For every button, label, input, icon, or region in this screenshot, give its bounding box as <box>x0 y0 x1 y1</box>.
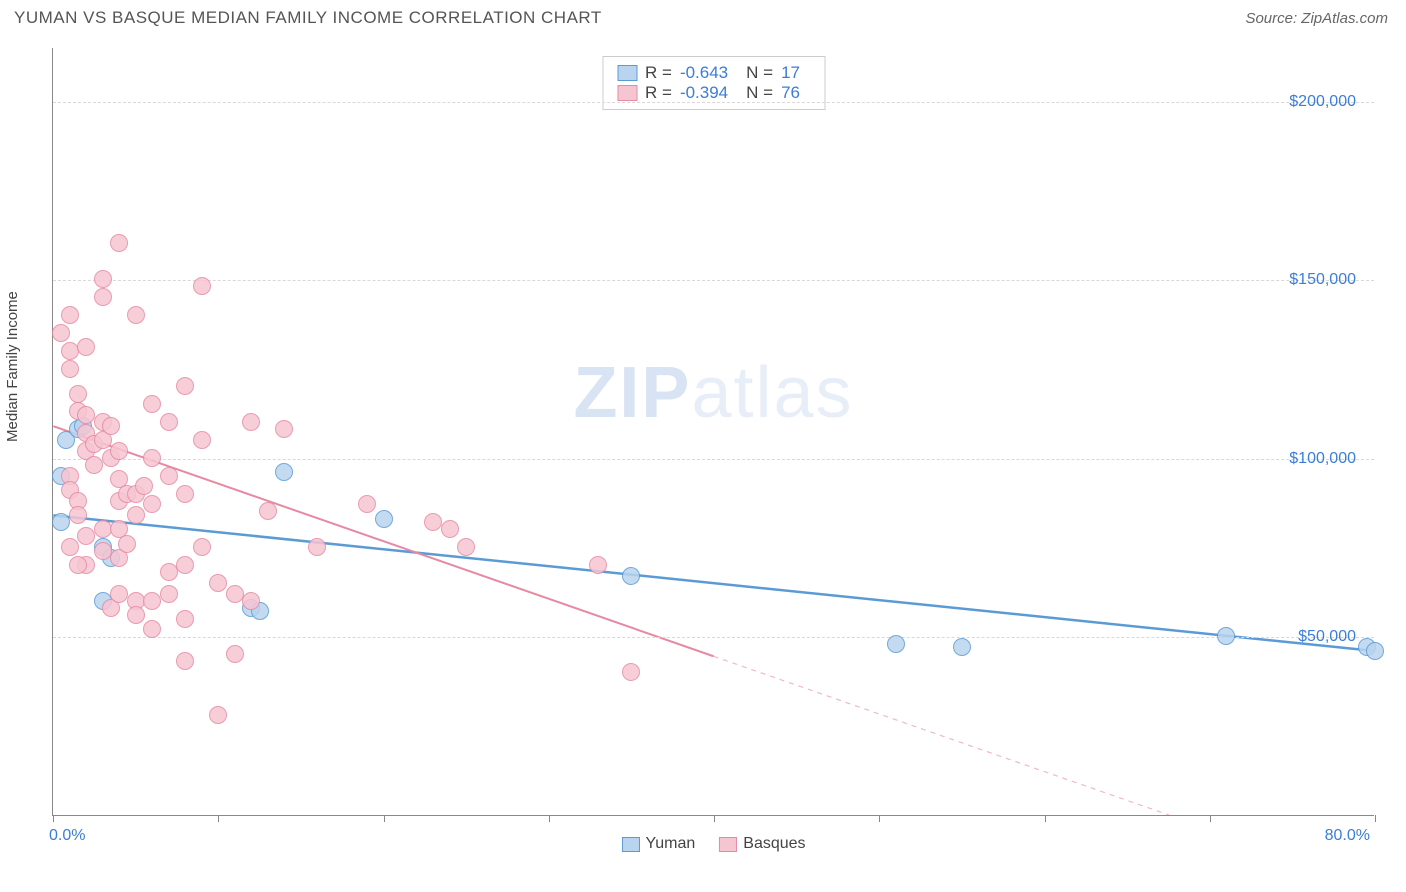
source-label: Source: ZipAtlas.com <box>1245 10 1388 27</box>
data-point <box>953 638 971 656</box>
data-point <box>275 420 293 438</box>
data-point <box>135 477 153 495</box>
x-tick <box>53 815 54 822</box>
y-tick-label: $200,000 <box>1289 93 1356 111</box>
data-point <box>259 502 277 520</box>
data-point <box>375 510 393 528</box>
legend-item: Yuman <box>621 835 695 853</box>
chart-title: YUMAN VS BASQUE MEDIAN FAMILY INCOME COR… <box>14 8 602 28</box>
data-point <box>143 592 161 610</box>
data-point <box>209 706 227 724</box>
legend-item: Basques <box>719 835 805 853</box>
gridline <box>53 102 1374 103</box>
data-point <box>61 360 79 378</box>
data-point <box>176 485 194 503</box>
legend-row: R = -0.643N = 17 <box>617 63 810 83</box>
data-point <box>143 620 161 638</box>
x-tick <box>714 815 715 822</box>
x-tick <box>1210 815 1211 822</box>
data-point <box>1217 627 1235 645</box>
data-point <box>110 585 128 603</box>
data-point <box>143 449 161 467</box>
data-point <box>622 567 640 585</box>
data-point <box>52 324 70 342</box>
y-axis-label: Median Family Income <box>4 291 21 442</box>
data-point <box>69 506 87 524</box>
data-point <box>77 406 95 424</box>
data-point <box>589 556 607 574</box>
data-point <box>887 635 905 653</box>
data-point <box>176 610 194 628</box>
data-point <box>193 431 211 449</box>
data-point <box>85 456 103 474</box>
data-point <box>160 563 178 581</box>
data-point <box>193 538 211 556</box>
series-legend: Yuman Basques <box>621 835 805 853</box>
data-point <box>69 385 87 403</box>
data-point <box>61 342 79 360</box>
data-point <box>275 463 293 481</box>
data-point <box>118 535 136 553</box>
data-point <box>94 270 112 288</box>
y-tick-label: $100,000 <box>1289 450 1356 468</box>
x-tick <box>218 815 219 822</box>
data-point <box>127 506 145 524</box>
data-point <box>94 288 112 306</box>
x-tick <box>549 815 550 822</box>
data-point <box>242 413 260 431</box>
data-point <box>110 234 128 252</box>
data-point <box>226 645 244 663</box>
data-point <box>143 395 161 413</box>
data-point <box>358 495 376 513</box>
x-tick <box>384 815 385 822</box>
gridline <box>53 280 1374 281</box>
data-point <box>457 538 475 556</box>
data-point <box>94 520 112 538</box>
data-point <box>110 442 128 460</box>
data-point <box>242 592 260 610</box>
x-tick <box>1375 815 1376 822</box>
plot-area: ZIPatlas R = -0.643N = 17R = -0.394N = 7… <box>52 48 1374 816</box>
data-point <box>176 377 194 395</box>
data-point <box>424 513 442 531</box>
data-point <box>308 538 326 556</box>
data-point <box>143 495 161 513</box>
data-point <box>176 556 194 574</box>
data-point <box>127 306 145 324</box>
data-point <box>1366 642 1384 660</box>
data-point <box>77 338 95 356</box>
x-tick-label: 0.0% <box>49 827 85 845</box>
legend-row: R = -0.394N = 76 <box>617 83 810 103</box>
data-point <box>193 277 211 295</box>
gridline <box>53 637 1374 638</box>
data-point <box>102 417 120 435</box>
data-point <box>127 606 145 624</box>
data-point <box>94 542 112 560</box>
trend-lines <box>53 48 1374 815</box>
y-tick-label: $150,000 <box>1289 271 1356 289</box>
data-point <box>52 513 70 531</box>
data-point <box>61 306 79 324</box>
y-tick-label: $50,000 <box>1298 628 1356 646</box>
data-point <box>160 467 178 485</box>
data-point <box>176 652 194 670</box>
data-point <box>69 556 87 574</box>
watermark: ZIPatlas <box>573 352 853 434</box>
data-point <box>622 663 640 681</box>
data-point <box>209 574 227 592</box>
data-point <box>160 585 178 603</box>
gridline <box>53 459 1374 460</box>
data-point <box>77 527 95 545</box>
data-point <box>226 585 244 603</box>
x-tick-label: 80.0% <box>1325 827 1370 845</box>
chart-container: Median Family Income ZIPatlas R = -0.643… <box>14 42 1392 862</box>
data-point <box>160 413 178 431</box>
data-point <box>61 538 79 556</box>
x-tick <box>879 815 880 822</box>
x-tick <box>1045 815 1046 822</box>
data-point <box>441 520 459 538</box>
